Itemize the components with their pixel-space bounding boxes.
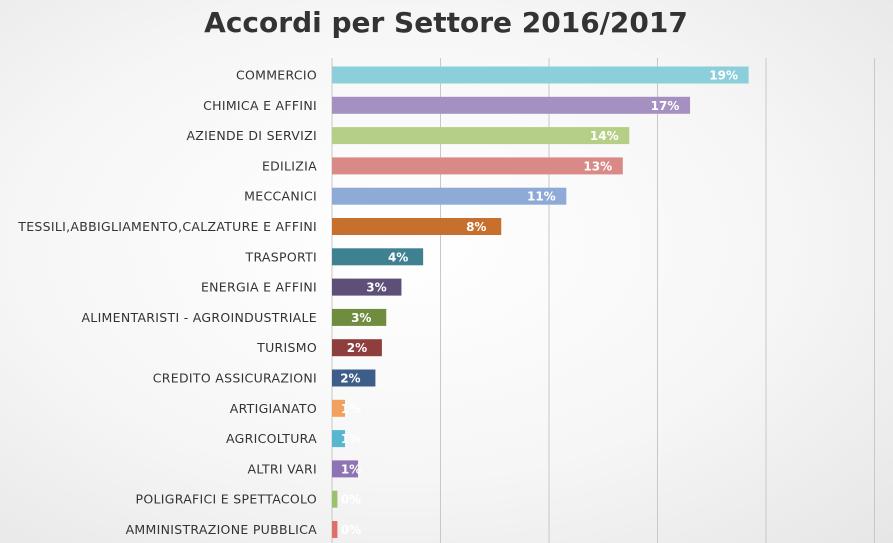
data-label: 19%	[709, 69, 738, 83]
data-labels: 19% 17% 14% 13% 11% 8% 4% 3% 3% 2% 2% 1% 1% 1% 0% 0%	[340, 69, 738, 538]
data-label: 2%	[340, 372, 360, 386]
bar-15	[332, 521, 338, 538]
category-label: CHIMICA E AFFINI	[203, 98, 317, 113]
category-label: ARTIGIANATO	[230, 401, 317, 416]
bar-10	[332, 369, 376, 387]
category-label: TRASPORTI	[245, 249, 317, 264]
data-label: 17%	[651, 99, 680, 113]
bar-5	[332, 218, 502, 235]
data-label: 4%	[388, 250, 408, 264]
bar-3	[332, 157, 623, 175]
bar-11	[332, 399, 346, 417]
bar-8	[332, 308, 387, 326]
category-label: MECCANICI	[244, 189, 317, 204]
bar-14	[332, 490, 338, 508]
category-label: ALTRI VARI	[248, 461, 317, 476]
bar-12	[332, 430, 346, 448]
data-label: 8%	[466, 220, 486, 234]
bar-2	[332, 127, 630, 145]
data-label: 11%	[527, 190, 556, 204]
data-label: 1%	[341, 462, 361, 476]
data-label: 1%	[341, 402, 361, 416]
bar-6	[332, 248, 424, 266]
category-label: ALIMENTARISTI - AGROINDUSTRIALE	[81, 310, 317, 325]
data-label: 2%	[347, 341, 367, 355]
category-label: CREDITO ASSICURAZIONI	[153, 371, 317, 386]
bar-0	[332, 66, 749, 84]
bar-1	[332, 96, 691, 114]
data-label: 14%	[590, 129, 619, 143]
chart-title: Accordi per Settore 2016/2017	[204, 6, 688, 39]
category-label: AZIENDE DI SERVIZI	[186, 128, 317, 143]
bar-4	[332, 187, 567, 205]
category-label: ENERGIA E AFFINI	[201, 280, 317, 295]
category-label: POLIGRAFICI E SPETTACOLO	[136, 492, 318, 507]
data-label: 1%	[341, 432, 361, 446]
data-label: 0%	[341, 523, 361, 537]
category-labels: COMMERCIO CHIMICA E AFFINI AZIENDE DI SERV…	[17, 68, 317, 538]
category-label: EDILIZIA	[262, 158, 317, 173]
category-label: TESSILI,ABBIGLIAMENTO,CALZATURE E AFFINI	[17, 219, 317, 234]
bar-9	[332, 339, 382, 357]
data-label: 13%	[583, 159, 612, 173]
category-label: TURISMO	[256, 340, 317, 355]
category-label: AMMINISTRAZIONE PUBBLICA	[126, 522, 318, 537]
category-label: COMMERCIO	[236, 68, 317, 83]
bar-7	[332, 278, 402, 296]
data-label: 3%	[351, 311, 371, 325]
data-label: 3%	[366, 281, 386, 295]
data-label: 0%	[341, 493, 361, 507]
bar-13	[332, 460, 359, 478]
category-label: AGRICOLTURA	[226, 431, 317, 446]
bars	[332, 66, 749, 538]
